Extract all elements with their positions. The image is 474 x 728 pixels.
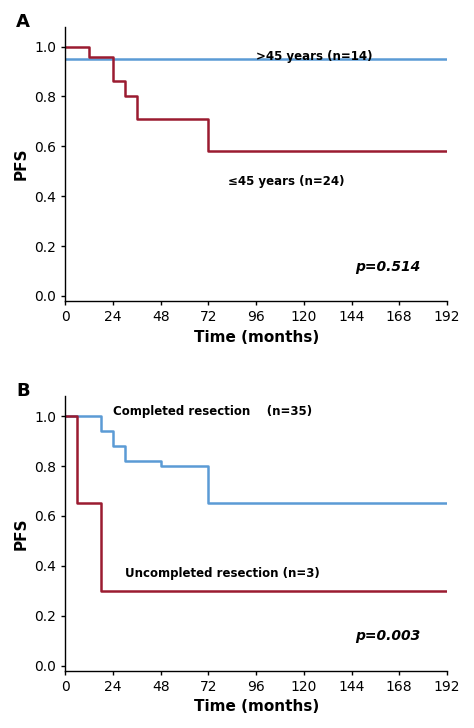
Text: p=0.514: p=0.514 xyxy=(355,260,420,274)
Text: ≤45 years (n=24): ≤45 years (n=24) xyxy=(228,175,345,188)
Y-axis label: PFS: PFS xyxy=(14,517,29,550)
Text: A: A xyxy=(16,13,30,31)
Text: Completed resection    (n=35): Completed resection (n=35) xyxy=(113,405,312,418)
Text: p=0.003: p=0.003 xyxy=(355,629,420,643)
Text: Uncompleted resection (n=3): Uncompleted resection (n=3) xyxy=(125,567,320,579)
Y-axis label: PFS: PFS xyxy=(14,148,29,180)
X-axis label: Time (months): Time (months) xyxy=(193,699,319,714)
X-axis label: Time (months): Time (months) xyxy=(193,330,319,344)
Text: B: B xyxy=(16,382,29,400)
Text: >45 years (n=14): >45 years (n=14) xyxy=(256,50,373,63)
